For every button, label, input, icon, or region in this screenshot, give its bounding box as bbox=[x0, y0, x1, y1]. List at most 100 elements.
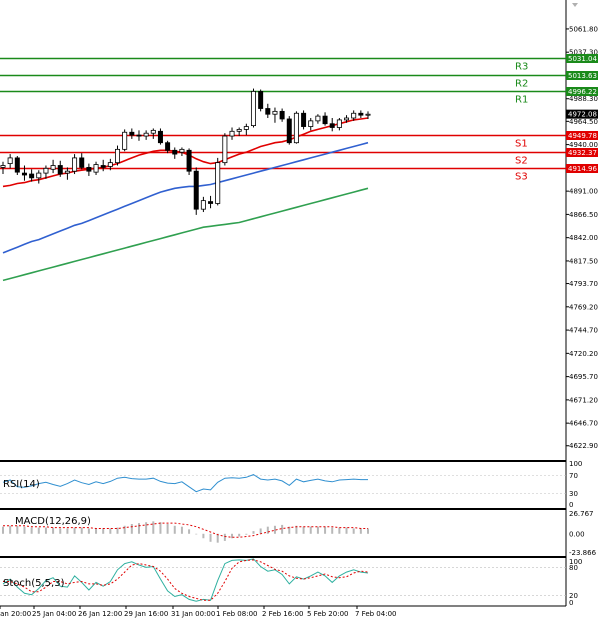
stoch-label: Stoch(5,5,3) bbox=[3, 578, 65, 589]
candle-body bbox=[115, 148, 121, 164]
rsi-line bbox=[2, 474, 368, 493]
macd-histogram-bar bbox=[80, 527, 83, 534]
candle-body bbox=[329, 123, 335, 128]
candle-body bbox=[0, 165, 6, 168]
candle-body bbox=[7, 157, 13, 164]
candle-body bbox=[308, 120, 314, 127]
macd-signal-line bbox=[3, 522, 368, 538]
candle-body bbox=[336, 119, 342, 128]
price-tick-label: 4720.20 bbox=[569, 350, 598, 358]
macd-histogram-bar bbox=[116, 527, 119, 534]
candle-body bbox=[365, 113, 371, 116]
candle-body bbox=[351, 112, 357, 119]
candle-body bbox=[279, 110, 285, 120]
candle-body bbox=[36, 172, 42, 179]
candle-body bbox=[172, 149, 178, 155]
price-tick-label: 4622.90 bbox=[569, 442, 598, 450]
macd-histogram-bar bbox=[309, 526, 312, 534]
price-tick-label: 5061.80 bbox=[569, 25, 598, 33]
candle-body bbox=[236, 129, 242, 132]
macd-label: MACD(12,26,9) bbox=[15, 516, 91, 527]
level-price-box bbox=[566, 71, 598, 80]
time-tick-label: 26 Jan 12:00 bbox=[78, 610, 122, 618]
candle-body bbox=[64, 170, 70, 174]
price-tick-label: 4866.50 bbox=[569, 211, 598, 219]
macd-histogram-bar bbox=[95, 528, 98, 534]
macd-histogram-bar bbox=[209, 533, 212, 542]
macd-histogram-bar bbox=[316, 526, 319, 534]
price-tick-label: 4744.70 bbox=[569, 327, 598, 335]
macd-histogram-bar bbox=[16, 525, 19, 534]
candle-body bbox=[301, 112, 307, 127]
macd-histogram-bar bbox=[44, 527, 47, 534]
time-tick-label: 29 Jan 16:00 bbox=[124, 610, 168, 618]
time-tick-label: Jan 20:00 bbox=[0, 610, 31, 618]
candle-body bbox=[129, 131, 135, 136]
macd-histogram-bar bbox=[266, 526, 269, 534]
candle-body bbox=[50, 165, 56, 170]
macd-histogram-bar bbox=[152, 521, 155, 534]
candle-body bbox=[72, 157, 78, 172]
macd-tick-label: 0.00 bbox=[569, 530, 585, 538]
candle-body bbox=[222, 135, 228, 164]
macd-histogram-bar bbox=[259, 528, 262, 534]
current-price-label: 4972.08 bbox=[568, 111, 597, 119]
candle-body bbox=[79, 157, 85, 168]
level-price-box bbox=[566, 164, 598, 173]
candle-body bbox=[179, 148, 185, 153]
price-tick-label: 4695.70 bbox=[569, 373, 598, 381]
candle-body bbox=[243, 126, 249, 130]
macd-histogram-bar bbox=[137, 523, 140, 534]
candle-body bbox=[150, 129, 156, 134]
time-tick-label: 2 Feb 16:00 bbox=[262, 610, 303, 618]
level-name-s2: S2 bbox=[515, 156, 528, 167]
macd-tick-label: 26.767 bbox=[569, 510, 594, 518]
candle-body bbox=[100, 165, 106, 168]
macd-histogram-bar bbox=[231, 533, 234, 539]
macd-histogram-bar bbox=[37, 527, 40, 534]
level-price-label: 4932.37 bbox=[568, 149, 597, 157]
stoch-tick-label: 0 bbox=[569, 599, 573, 607]
macd-histogram-bar bbox=[195, 533, 198, 535]
level-price-box bbox=[566, 87, 598, 96]
price-tick-label: 5037.30 bbox=[569, 49, 598, 57]
level-price-label: 5031.04 bbox=[568, 55, 597, 63]
current-price-box bbox=[566, 109, 598, 119]
macd-histogram-bar bbox=[52, 527, 55, 534]
macd-histogram-bar bbox=[331, 527, 334, 534]
macd-histogram-bar bbox=[30, 527, 33, 534]
price-tick-label: 4842.00 bbox=[569, 234, 598, 242]
level-price-label: 5013.63 bbox=[568, 72, 597, 80]
candle-body bbox=[143, 132, 149, 137]
macd-histogram-bar bbox=[288, 526, 291, 534]
level-price-box bbox=[566, 54, 598, 63]
macd-histogram-bar bbox=[123, 525, 126, 534]
candle-body bbox=[57, 165, 63, 175]
macd-histogram-bar bbox=[295, 525, 298, 534]
candle-body bbox=[344, 117, 350, 121]
macd-histogram-bar bbox=[145, 522, 148, 534]
macd-histogram-bar bbox=[87, 528, 90, 534]
candle-body bbox=[136, 134, 142, 137]
candle-body bbox=[272, 110, 278, 115]
macd-histogram-bar bbox=[130, 524, 133, 534]
candle-body bbox=[286, 118, 292, 144]
candle-body bbox=[107, 162, 113, 167]
level-price-label: 4996.22 bbox=[568, 88, 597, 96]
candle-body bbox=[229, 130, 235, 137]
level-price-box bbox=[566, 131, 598, 140]
candle-body bbox=[29, 173, 35, 179]
price-tick-label: 4891.00 bbox=[569, 188, 598, 196]
price-tick-label: 4671.20 bbox=[569, 396, 598, 404]
macd-histogram-bar bbox=[9, 525, 12, 534]
level-price-label: 4914.96 bbox=[568, 165, 597, 173]
candle-body bbox=[250, 91, 256, 127]
price-tick-label: 4793.70 bbox=[569, 280, 598, 288]
time-tick-label: 1 Feb 08:00 bbox=[216, 610, 257, 618]
macd-histogram-bar bbox=[338, 527, 341, 534]
candle-body bbox=[43, 167, 49, 174]
price-tick-label: 4964.50 bbox=[569, 118, 598, 126]
candle-body bbox=[358, 112, 364, 116]
